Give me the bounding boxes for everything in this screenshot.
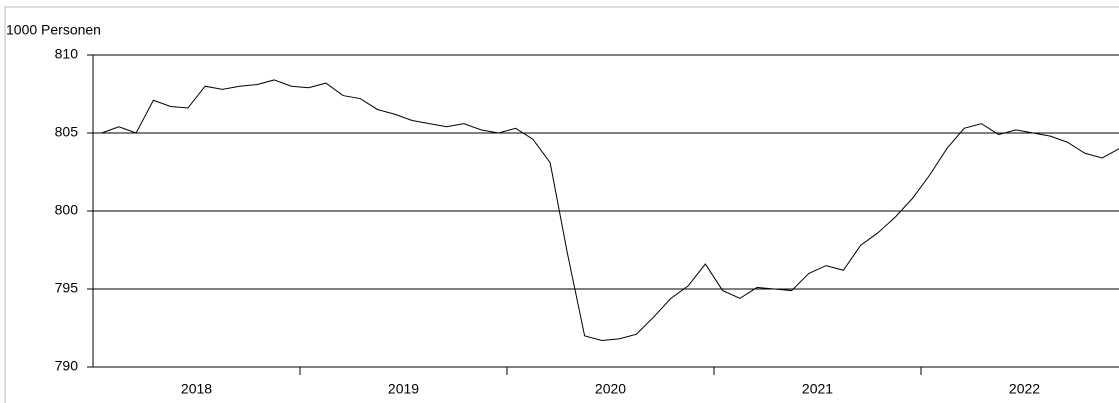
x-tick-label: 2021 (802, 381, 833, 397)
x-tick-label: 2019 (388, 381, 419, 397)
x-tick-label: 2022 (1009, 381, 1040, 397)
x-tick-label: 2020 (595, 381, 626, 397)
y-tick-label: 810 (55, 46, 79, 62)
y-tick-label: 795 (55, 280, 79, 296)
y-axis-label: 1000 Personen (6, 22, 101, 38)
x-tick-label: 2018 (181, 381, 212, 397)
frame (4, 6, 1119, 403)
y-tick-label: 805 (55, 124, 79, 140)
y-tick-label: 790 (55, 358, 79, 374)
y-tick-label: 800 (55, 202, 79, 218)
data-line (101, 79, 1119, 341)
